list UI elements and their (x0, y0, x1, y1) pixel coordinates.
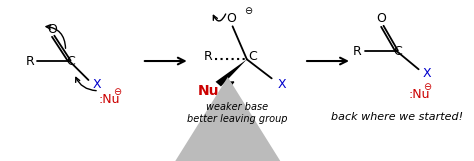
Text: R: R (203, 50, 212, 63)
Text: Nu: Nu (198, 84, 219, 98)
Text: X: X (278, 78, 286, 91)
Text: O: O (376, 12, 386, 25)
Text: weaker base: weaker base (206, 102, 268, 112)
Text: ⊖: ⊖ (113, 87, 121, 97)
Text: :Nu: :Nu (408, 88, 429, 101)
Text: X: X (423, 67, 431, 80)
Text: back where we started!: back where we started! (330, 112, 463, 122)
Text: better leaving group: better leaving group (187, 114, 288, 124)
Text: X: X (93, 78, 101, 91)
Text: O: O (47, 23, 57, 36)
Text: O: O (227, 12, 237, 24)
Text: ⊖: ⊖ (423, 82, 431, 92)
Text: R: R (353, 45, 362, 58)
Text: R: R (26, 55, 35, 67)
Text: C: C (66, 55, 75, 67)
Text: ⊖: ⊖ (244, 6, 252, 16)
Text: C: C (393, 45, 402, 58)
Polygon shape (216, 59, 247, 86)
Text: C: C (248, 50, 257, 63)
Text: :Nu: :Nu (98, 93, 119, 106)
